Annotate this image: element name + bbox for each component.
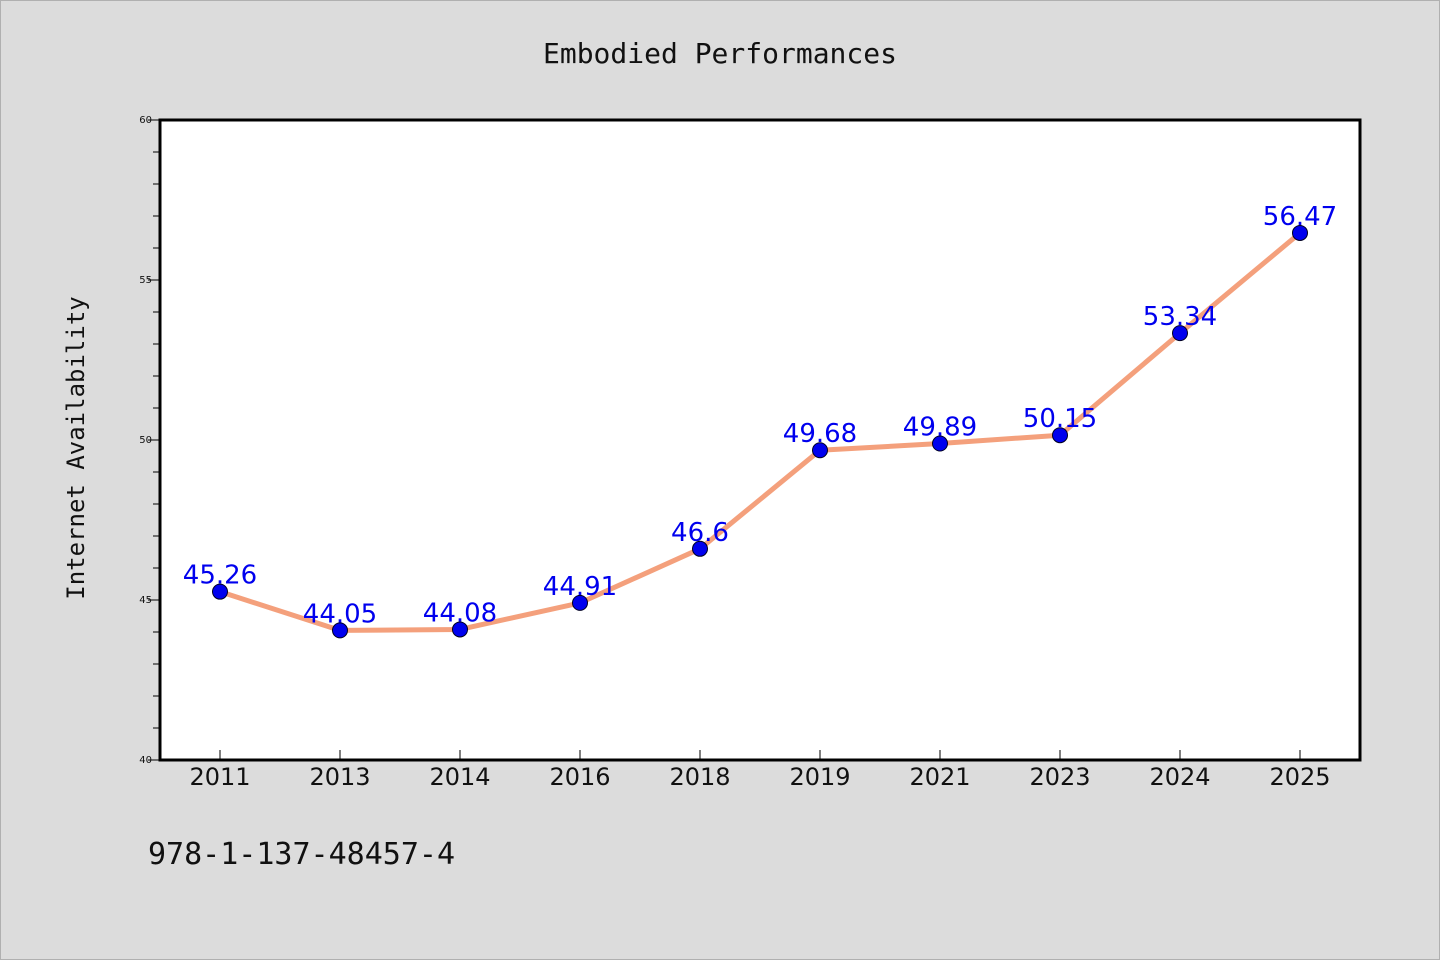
data-label: 44.08: [423, 598, 497, 628]
data-point: [452, 621, 468, 638]
plot-area: [160, 120, 1360, 760]
data-point: [572, 594, 588, 611]
x-tick-label: 2011: [189, 763, 250, 791]
data-label: 45.26: [183, 561, 257, 591]
x-tick-label: 2021: [909, 763, 970, 791]
data-label: 49.68: [783, 419, 857, 449]
data-point: [1292, 224, 1308, 241]
x-tick-label: 2014: [429, 763, 490, 791]
data-point: [1172, 325, 1188, 342]
data-label: 50.15: [1023, 404, 1097, 434]
y-tick-label: 60: [139, 115, 152, 126]
axis-ticks: 40 45 50 55 60 2011 2013 2014 2016 2018 2019 2021 20…: [139, 115, 1330, 791]
data-label: 49.89: [903, 413, 977, 443]
x-tick-label: 2016: [549, 763, 610, 791]
data-point: [812, 442, 828, 459]
y-axis-label: Internet Availability: [62, 296, 90, 599]
y-tick-label: 50: [139, 435, 152, 446]
data-label: 44.91: [543, 572, 617, 602]
y-tick-label: 40: [139, 755, 152, 766]
plot-frame: [158, 118, 1362, 762]
series-line: [217, 230, 1303, 633]
data-label: 46.6: [671, 518, 729, 548]
series-group: 45.26 44.05 44.08 44.91 46.6 49.68 49.89 50.15 5…: [183, 202, 1337, 639]
y-tick-label: 45: [139, 595, 152, 606]
data-label: 44.05: [303, 599, 377, 629]
chart-title: Embodied Performances: [543, 37, 897, 70]
x-tick-label: 2023: [1029, 763, 1090, 791]
data-label: 53.34: [1143, 302, 1217, 332]
x-tick-label: 2013: [309, 763, 370, 791]
footer-code: 978-1-137-48457-4: [148, 837, 455, 872]
data-label: 56.47: [1263, 202, 1337, 232]
x-tick-label: 2018: [669, 763, 730, 791]
data-point: [212, 583, 228, 600]
data-point: [692, 540, 708, 557]
x-tick-label: 2025: [1269, 763, 1330, 791]
data-point: [332, 622, 348, 639]
x-tick-label: 2024: [1149, 763, 1210, 791]
data-point: [1052, 427, 1068, 444]
x-tick-label: 2019: [789, 763, 850, 791]
y-tick-label: 55: [139, 275, 152, 286]
data-point: [932, 435, 948, 452]
